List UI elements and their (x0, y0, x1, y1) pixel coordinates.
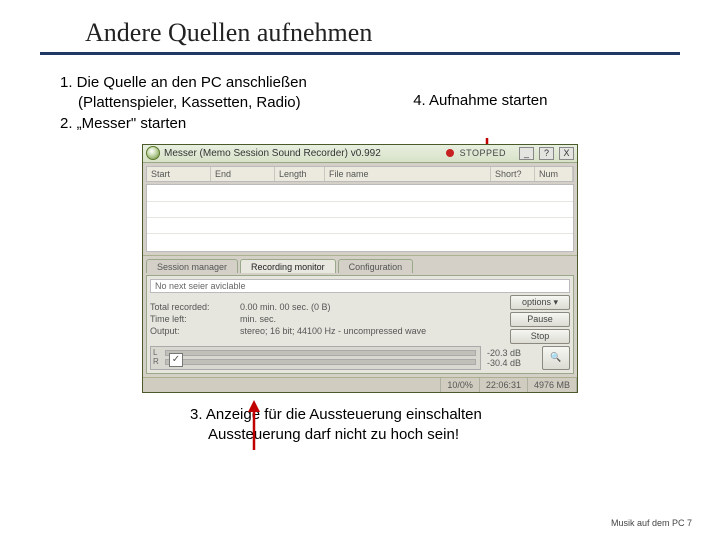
tab-config[interactable]: Configuration (338, 259, 414, 273)
statusbar: 10/0% 22:06:31 4976 MB (143, 377, 577, 392)
step-3-block: 3. Anzeige für die Aussteuerung einschal… (40, 405, 680, 446)
messer-window: Messer (Memo Session Sound Recorder) v0.… (142, 144, 578, 393)
step-4: 4. Aufnahme starten (413, 91, 660, 111)
tab-strip: Session manager Recording monitor Config… (146, 259, 574, 273)
col-short[interactable]: Short? (491, 167, 535, 181)
list-header: Start End Length File name Short? Num (146, 166, 574, 182)
meter-L (165, 350, 476, 356)
recorded-value: 0.00 min. 00 sec. (0 B) (240, 302, 507, 312)
col-length[interactable]: Length (275, 167, 325, 181)
app-icon (146, 146, 160, 160)
sb-clock: 22:06:31 (480, 378, 528, 392)
pause-button[interactable]: Pause (510, 312, 570, 327)
peak-L: -20.3 dB (487, 348, 533, 358)
tab-monitor[interactable]: Recording monitor (240, 259, 336, 273)
window-title: Messer (Memo Session Sound Recorder) v0.… (164, 148, 381, 159)
tab-session[interactable]: Session manager (146, 259, 238, 273)
slide-title: Andere Quellen aufnehmen (40, 18, 680, 55)
close-button[interactable]: X (559, 147, 574, 160)
status-text: STOPPED (460, 148, 506, 158)
level-meter: LR (150, 346, 481, 370)
output-value: stereo; 16 bit; 44100 Hz - uncompressed … (240, 326, 507, 336)
step-2: 2. „Messer" starten (60, 114, 393, 134)
track-list[interactable] (146, 184, 574, 252)
options-button[interactable]: options ▾ (510, 295, 570, 310)
peak-readout: -20.3 dB -30.4 dB (485, 348, 535, 368)
meter-toggle-checkbox[interactable] (169, 353, 183, 367)
sb-time: 10/0% (441, 378, 480, 392)
output-label: Output: (150, 326, 240, 336)
session-readout: No next seier aviclable (150, 279, 570, 293)
step-1-line1: 1. Die Quelle an den PC anschließen (60, 73, 393, 93)
minimize-button[interactable]: _ (519, 147, 534, 160)
instruction-block: 1. Die Quelle an den PC anschließen (Pla… (40, 73, 680, 134)
col-end[interactable]: End (211, 167, 275, 181)
stop-button[interactable]: Stop (510, 329, 570, 344)
meter-expand-button[interactable]: 🔍 (542, 346, 570, 370)
timeleft-label: Time left: (150, 314, 240, 324)
peak-R: -30.4 dB (487, 358, 533, 368)
arrow-step3 (245, 400, 263, 450)
titlebar: Messer (Memo Session Sound Recorder) v0.… (143, 145, 577, 163)
step-1-line2: (Plattenspieler, Kassetten, Radio) (60, 93, 393, 113)
recorded-label: Total recorded: (150, 302, 240, 312)
stats-grid: Total recorded: 0.00 min. 00 sec. (0 B) … (150, 302, 507, 336)
timeleft-value: min. sec. (240, 314, 507, 324)
help-button[interactable]: ? (539, 147, 554, 160)
slide-footer: Musik auf dem PC 7 (611, 518, 692, 528)
col-num[interactable]: Num (535, 167, 573, 181)
sb-disk: 4976 MB (528, 378, 577, 392)
col-start[interactable]: Start (147, 167, 211, 181)
record-indicator-icon[interactable] (446, 149, 454, 157)
col-filename[interactable]: File name (325, 167, 491, 181)
monitor-panel: No next seier aviclable Total recorded: … (146, 275, 574, 374)
meter-R (165, 359, 476, 365)
